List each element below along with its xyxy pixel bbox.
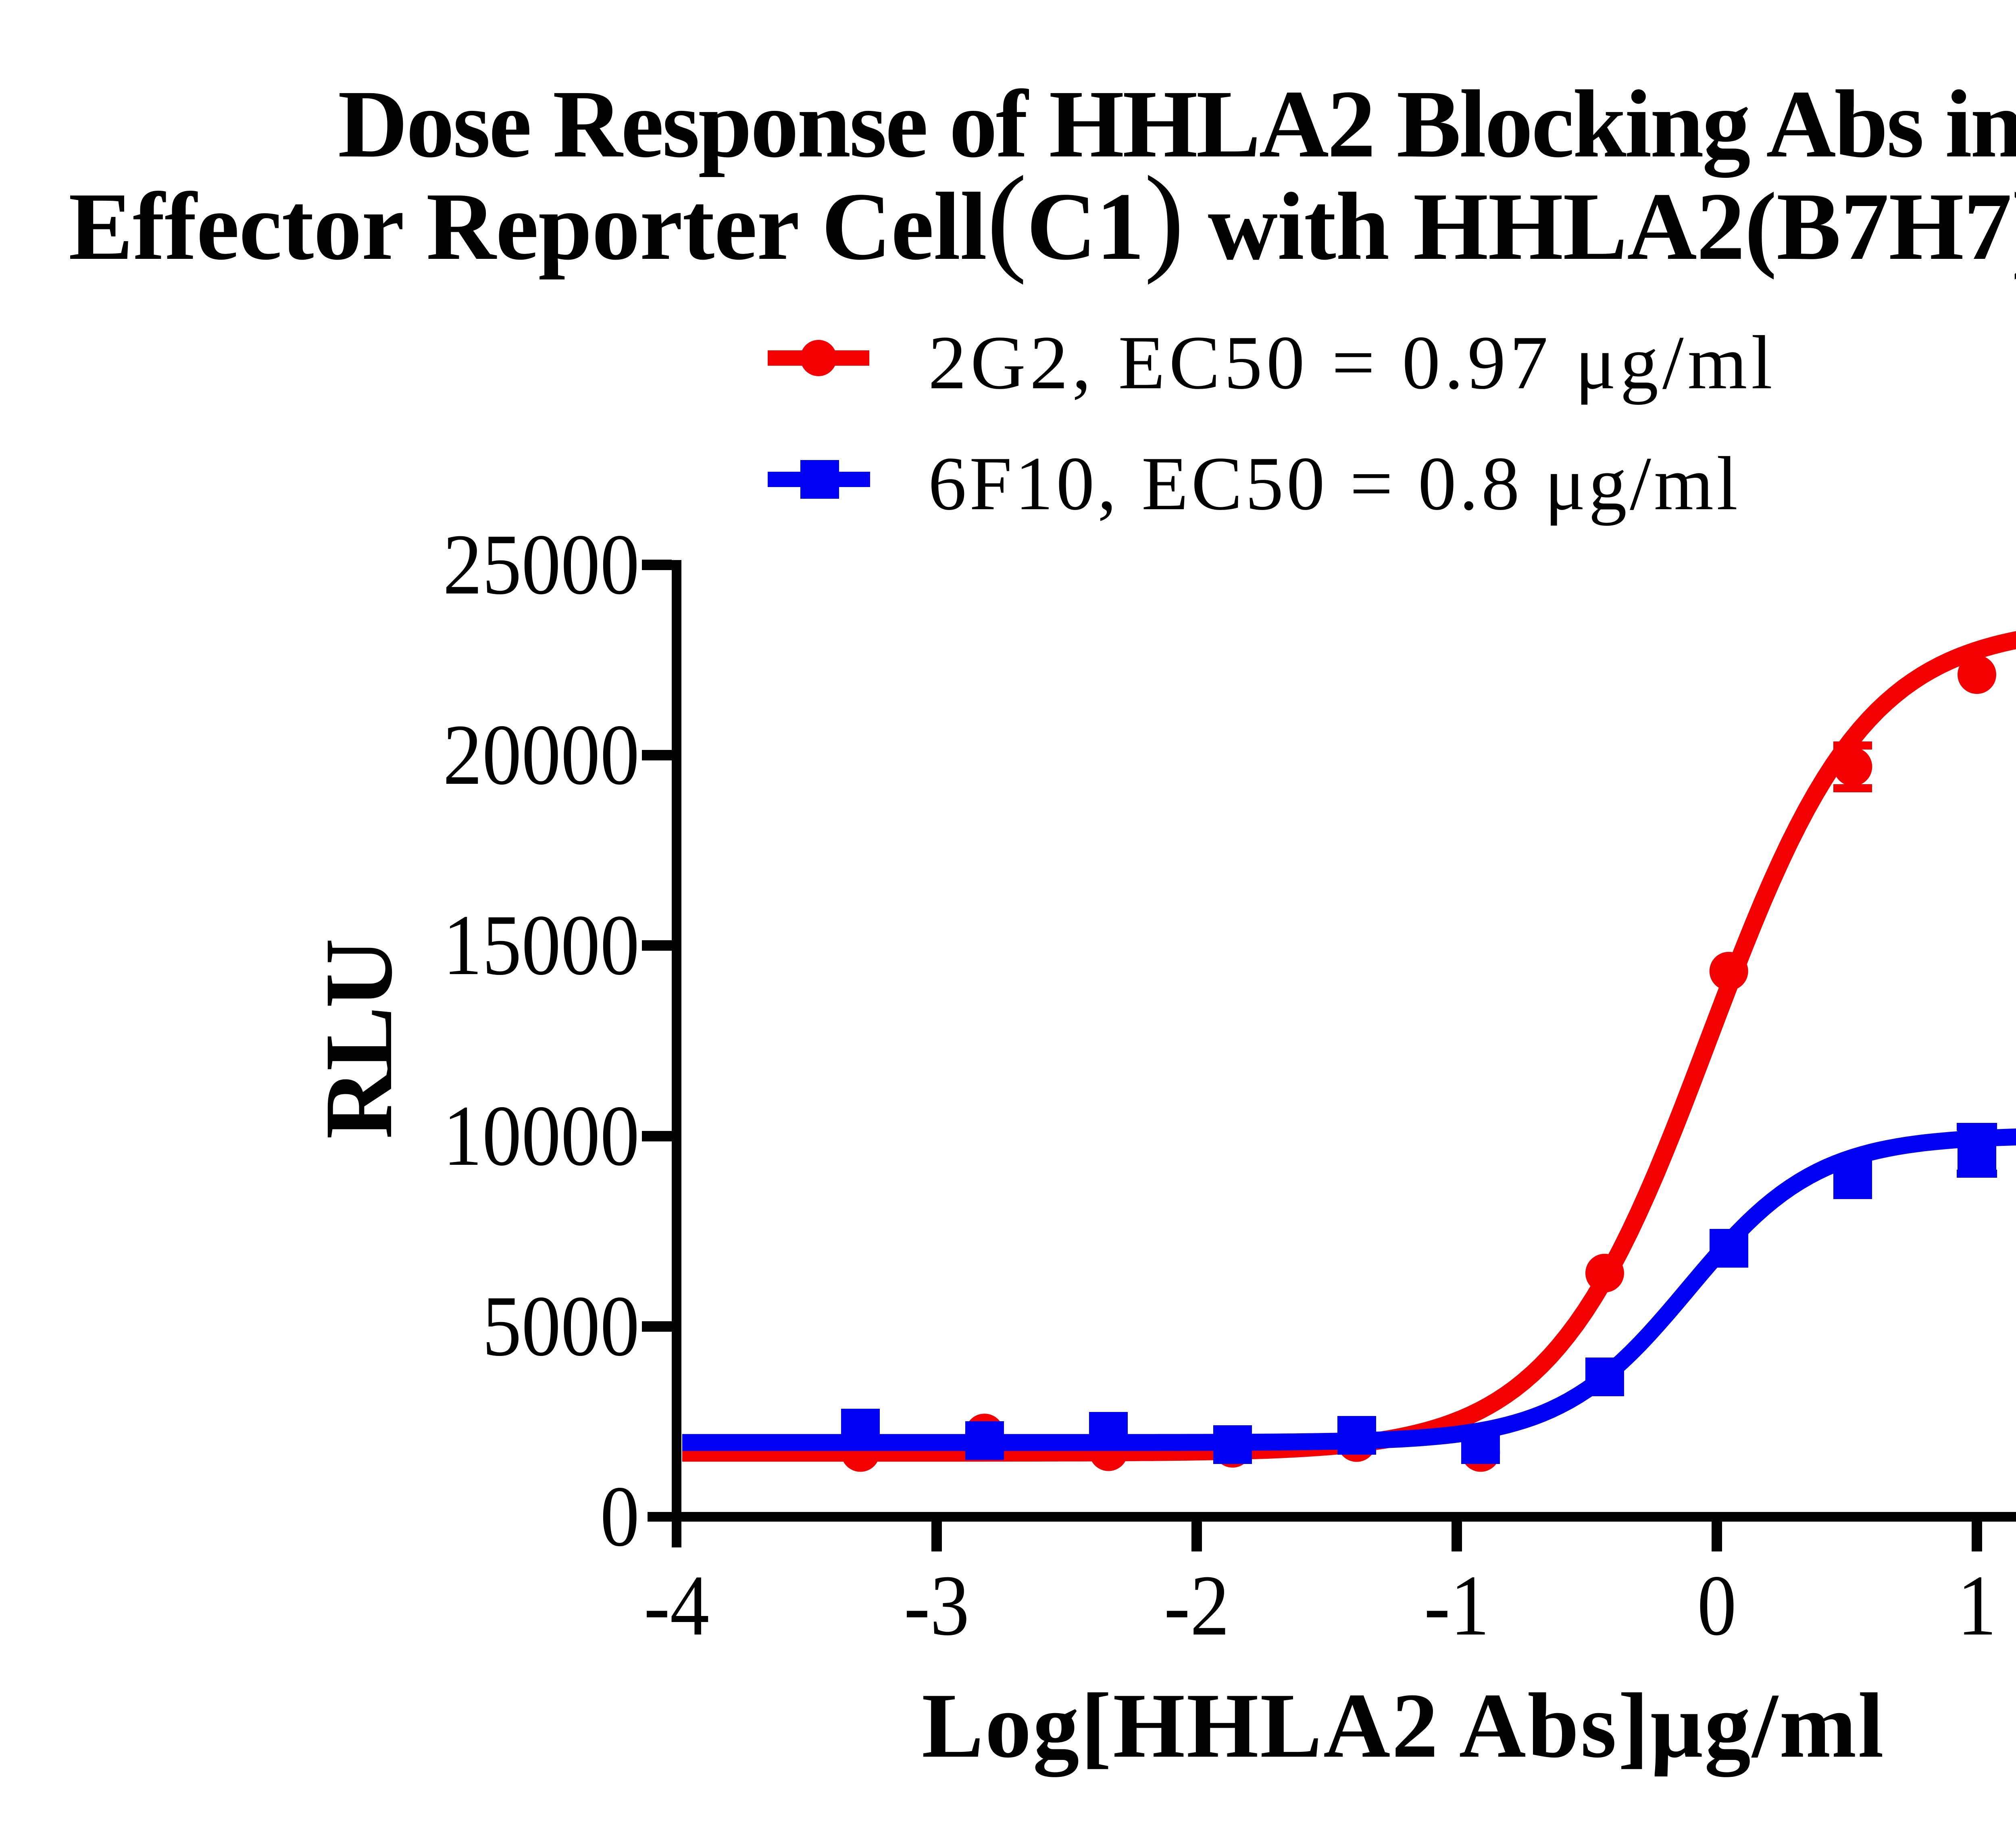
svg-text:15000: 15000 [443,897,639,993]
svg-text:-2: -2 [1164,1558,1229,1653]
svg-text:Log[HHLA2 Abs]μg/ml: Log[HHLA2 Abs]μg/ml [922,1674,1884,1777]
svg-text:0: 0 [1697,1558,1737,1653]
svg-text:-3: -3 [904,1558,969,1653]
svg-text:1: 1 [1957,1558,1997,1653]
svg-text:20000: 20000 [443,707,639,803]
svg-text:2G2, EC50 = 0.97 μg/ml: 2G2, EC50 = 0.97 μg/ml [928,321,1772,405]
svg-text:-1: -1 [1424,1558,1489,1653]
svg-text:10000: 10000 [443,1088,639,1184]
svg-text:Dose Response of HHLA2 Blockin: Dose Response of HHLA2 Blocking Abs in K… [338,70,2016,178]
svg-text:6F10, EC50 = 0.8 μg/ml: 6F10, EC50 = 0.8 μg/ml [928,441,1738,526]
svg-text:5000: 5000 [482,1278,639,1374]
svg-text:RLU: RLU [305,938,412,1139]
svg-text:Effector Reporter Cell(C1) wit: Effector Reporter Cell(C1) with HHLA2(B7… [69,151,2016,285]
svg-text:0: 0 [600,1468,639,1564]
svg-text:25000: 25000 [443,516,639,612]
svg-text:-4: -4 [644,1558,709,1653]
